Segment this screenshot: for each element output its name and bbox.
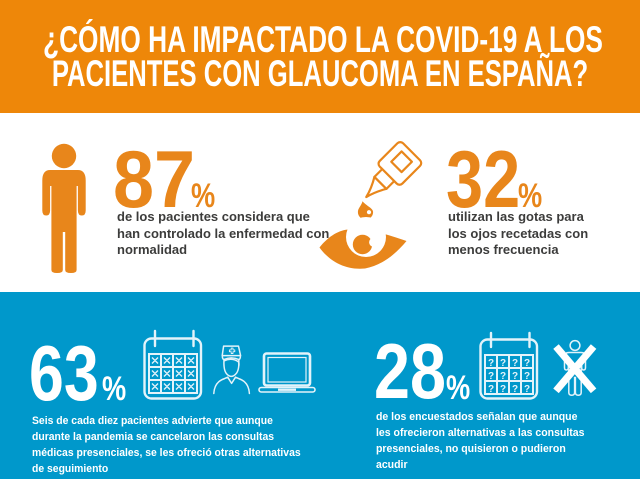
svg-text:?: ? [524, 358, 530, 369]
svg-text:?: ? [524, 384, 530, 395]
svg-text:?: ? [488, 358, 494, 369]
svg-text:?: ? [512, 358, 518, 369]
svg-text:?: ? [488, 384, 494, 395]
svg-text:?: ? [488, 371, 494, 382]
svg-text:?: ? [512, 384, 518, 395]
svg-text:?: ? [500, 358, 506, 369]
svg-text:?: ? [512, 371, 518, 382]
svg-text:?: ? [500, 371, 506, 382]
svg-text:?: ? [500, 384, 506, 395]
svg-text:?: ? [524, 371, 530, 382]
